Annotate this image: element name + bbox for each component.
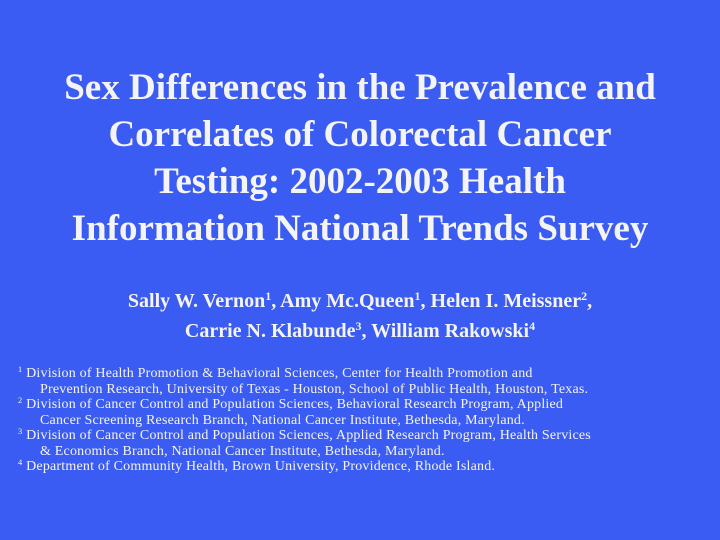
affiliation-line: 4 Department of Community Health, Brown … (18, 457, 718, 475)
affiliation-text: Department of Community Health, Brown Un… (26, 459, 496, 474)
author-separator: , (420, 290, 426, 312)
affiliation-number: 3 (18, 426, 23, 436)
author-affiliation-number: 3 (355, 318, 362, 333)
author-line: Carrie N. Klabunde3, William Rakowski4 (0, 316, 720, 346)
author-name: William Rakowski (371, 320, 530, 342)
author-name: Amy Mc.Queen (280, 290, 415, 312)
title-line: Testing: 2002-2003 Health (154, 161, 566, 202)
affiliation-line: Cancer Screening Research Branch, Nation… (18, 413, 718, 429)
authors: Sally W. Vernon1, Amy Mc.Queen1, Helen I… (0, 286, 720, 346)
title: Sex Differences in the Prevalence and Cor… (0, 64, 720, 252)
affiliation-line: Prevention Research, University of Texas… (18, 382, 718, 398)
author-name: Helen I. Meissner (430, 290, 582, 312)
affiliation-line: 3 Division of Cancer Control and Populat… (18, 426, 718, 444)
title-line: Correlates of Colorectal Cancer (108, 114, 612, 155)
author-separator: , (271, 290, 277, 312)
author-separator: , (587, 290, 593, 312)
affiliations: 1 Division of Health Promotion & Behavio… (18, 364, 718, 475)
affiliation-line: 1 Division of Health Promotion & Behavio… (18, 364, 718, 382)
title-line: Information National Trends Survey (71, 208, 649, 249)
affiliation-text: Prevention Research, University of Texas… (40, 381, 589, 397)
affiliation-line: & Economics Branch, National Cancer Inst… (18, 444, 718, 460)
affiliation-line: 2 Division of Cancer Control and Populat… (18, 395, 718, 413)
affiliation-number: 1 (18, 364, 23, 374)
author-separator: , (361, 320, 367, 342)
affiliation-number: 2 (18, 395, 23, 405)
author-name: Sally W. Vernon (127, 290, 266, 312)
author-affiliation-number: 2 (581, 288, 588, 303)
affiliation-text: Division of Cancer Control and Populatio… (26, 428, 591, 443)
affiliation-text: Cancer Screening Research Branch, Nation… (40, 412, 525, 428)
affiliation-number: 4 (18, 457, 23, 467)
author-line: Sally W. Vernon1, Amy Mc.Queen1, Helen I… (0, 286, 720, 316)
affiliation-text: Division of Cancer Control and Populatio… (26, 397, 564, 412)
author-affiliation-number: 1 (265, 288, 272, 303)
affiliation-text: & Economics Branch, National Cancer Inst… (40, 443, 445, 459)
author-affiliation-number: 1 (414, 288, 421, 303)
author-affiliation-number: 4 (529, 318, 536, 333)
affiliation-text: Division of Health Promotion & Behaviora… (26, 366, 533, 381)
author-name: Carrie N. Klabunde (184, 320, 356, 342)
title-line: Sex Differences in the Prevalence and (64, 67, 656, 108)
